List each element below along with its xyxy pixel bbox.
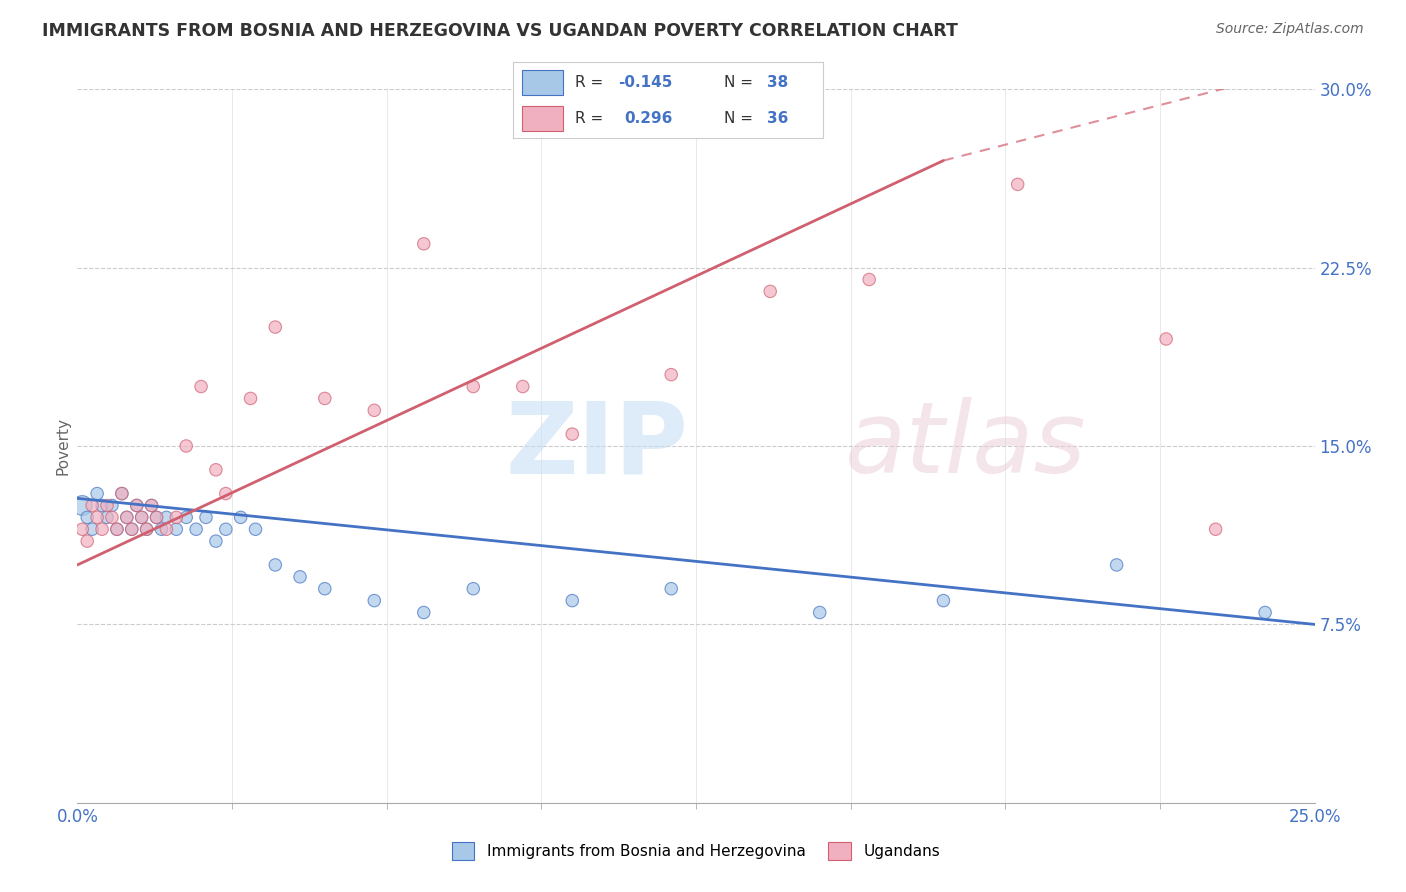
Point (412, 236, 434, 251)
Point (659, 582, 682, 596)
Point (86, 486, 108, 500)
Text: Source: ZipAtlas.com: Source: ZipAtlas.com (1216, 22, 1364, 37)
Point (363, 593, 385, 607)
Y-axis label: Poverty: Poverty (55, 417, 70, 475)
Point (82, 522, 104, 536)
Point (174, 510, 197, 524)
Point (155, 522, 177, 536)
Point (184, 522, 207, 536)
Point (115, 510, 138, 524)
Point (125, 499, 148, 513)
Point (105, 522, 128, 536)
Bar (523, 105, 562, 130)
Text: N =: N = (724, 75, 758, 90)
Point (215, 522, 238, 536)
Point (932, 593, 955, 607)
Point (264, 558, 287, 572)
Point (121, 522, 143, 536)
Point (111, 486, 134, 500)
Point (121, 522, 143, 536)
Point (659, 368, 682, 382)
Point (135, 522, 157, 536)
Point (245, 522, 267, 536)
Text: ZIP: ZIP (506, 398, 689, 494)
Point (229, 510, 252, 524)
Point (463, 582, 485, 596)
Text: 36: 36 (766, 111, 789, 126)
Point (512, 379, 534, 393)
Point (1205, 522, 1227, 536)
Point (141, 499, 163, 513)
Point (155, 510, 177, 524)
Point (561, 427, 583, 442)
Text: N =: N = (724, 111, 758, 126)
Point (314, 392, 336, 406)
Point (215, 486, 238, 500)
Text: atlas: atlas (845, 398, 1085, 494)
Point (96, 499, 118, 513)
Point (1154, 332, 1177, 346)
Point (91, 499, 114, 513)
Point (264, 320, 287, 334)
Text: R =: R = (575, 75, 609, 90)
Point (76, 510, 98, 524)
Point (239, 392, 262, 406)
Bar (523, 70, 562, 95)
Point (463, 379, 485, 393)
Point (759, 285, 782, 299)
Point (808, 606, 831, 620)
Point (165, 510, 187, 524)
Point (145, 510, 167, 524)
Point (412, 606, 434, 620)
Text: 0.296: 0.296 (624, 111, 673, 126)
Text: IMMIGRANTS FROM BOSNIA AND HERZEGOVINA VS UGANDAN POVERTY CORRELATION CHART: IMMIGRANTS FROM BOSNIA AND HERZEGOVINA V… (42, 22, 957, 40)
Point (1254, 606, 1277, 620)
Point (363, 403, 385, 417)
Point (205, 463, 228, 477)
Point (105, 522, 128, 536)
Point (125, 499, 148, 513)
Point (131, 510, 153, 524)
Point (135, 522, 157, 536)
Point (72, 522, 94, 536)
Point (131, 510, 153, 524)
Point (858, 272, 880, 286)
Point (190, 379, 212, 393)
Point (76, 534, 98, 549)
Text: 38: 38 (766, 75, 789, 90)
Point (141, 499, 163, 513)
Point (101, 510, 124, 524)
Legend: Immigrants from Bosnia and Herzegovina, Ugandans: Immigrants from Bosnia and Herzegovina, … (446, 836, 946, 866)
Point (91, 522, 114, 536)
Point (96, 510, 118, 524)
Point (72, 499, 94, 513)
Point (101, 499, 124, 513)
Point (165, 522, 187, 536)
Point (1007, 178, 1029, 192)
Point (115, 510, 138, 524)
Point (195, 510, 218, 524)
Point (1105, 558, 1128, 572)
Point (82, 499, 104, 513)
Point (145, 510, 167, 524)
Text: R =: R = (575, 111, 613, 126)
Point (205, 534, 228, 549)
Point (111, 486, 134, 500)
Point (288, 570, 311, 584)
Point (150, 522, 173, 536)
Text: -0.145: -0.145 (619, 75, 672, 90)
Point (561, 593, 583, 607)
Point (314, 582, 336, 596)
Point (86, 510, 108, 524)
Point (174, 439, 197, 453)
